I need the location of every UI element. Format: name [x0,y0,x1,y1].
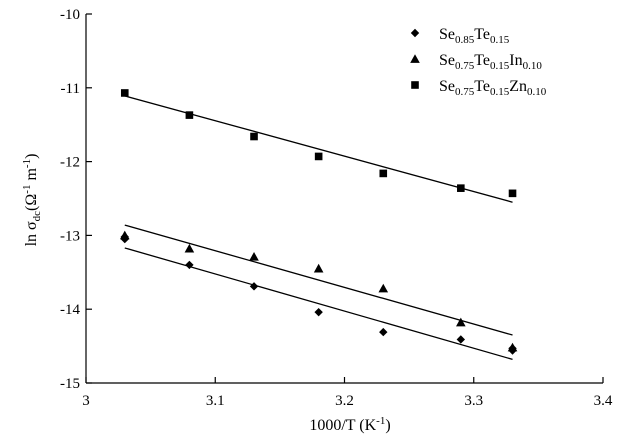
y-axis-title: ln σdc(Ω-1 m-1) [21,154,43,247]
legend-label: Se0.75Te0.15Zn0.10 [439,78,547,98]
data-point-square [185,111,194,119]
fit-line-triangle [124,224,513,336]
axis-ticks: 3 3.1 3.2 3.3 3.4 -15 -14 -13 -12 -11 -10 [60,7,613,409]
y-tick-label: -13 [60,228,80,244]
x-tick-label: 3.3 [464,393,483,409]
data-point-triangle [184,243,195,253]
data-points [119,89,518,355]
data-point-triangle [249,252,259,261]
data-point-square [379,169,388,178]
x-tick-label: 3.4 [594,393,613,409]
y-tick-label: -14 [60,302,80,318]
y-tick-label: -10 [60,7,80,23]
x-axis-title: 1000/T (K-1) [309,415,390,434]
data-point-triangle [119,230,130,240]
data-point-triangle [456,317,466,327]
y-tick-label: -15 [60,376,80,392]
data-point-diamond [379,327,388,337]
data-point-square [314,152,323,161]
legend-marker-square [411,81,419,89]
x-tick-label: 3.1 [206,393,225,409]
data-point-square [457,184,465,192]
data-point-square [508,189,517,198]
fit-line-square [124,95,513,203]
fit-lines [124,95,513,361]
data-point-diamond [249,282,259,291]
data-point-diamond [185,260,194,270]
legend-label: Se0.75Te0.15In0.10 [439,52,542,72]
data-point-triangle [313,263,324,273]
data-point-diamond [456,335,466,344]
legend-marker-triangle [410,54,420,63]
data-point-square [250,132,258,141]
y-tick-label: -11 [61,81,80,97]
legend-label: Se0.85Te0.15 [439,26,510,46]
data-point-triangle [507,342,518,352]
legend: Se0.85Te0.15 Se0.75Te0.15In0.10 Se0.75Te0.… [410,26,547,98]
data-point-triangle [378,283,389,293]
data-point-diamond [314,307,323,317]
data-point-square [120,89,129,97]
y-tick-label: -12 [60,155,80,171]
legend-marker-diamond [410,28,420,38]
x-tick-label: 3 [82,393,90,409]
x-tick-label: 3.2 [335,393,354,409]
